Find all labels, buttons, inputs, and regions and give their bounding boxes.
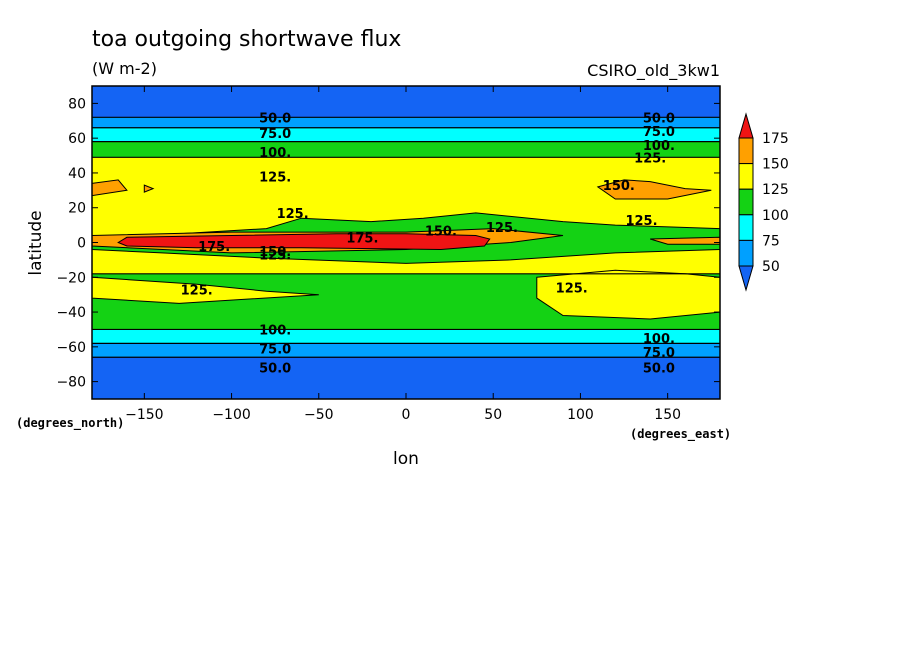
- contour-label-18: 125.: [556, 282, 588, 297]
- colorbar-extend-min: [738, 265, 754, 292]
- x-tick-label-3: 0: [402, 407, 411, 423]
- colorbar-swatch-2: [738, 188, 754, 216]
- x-tick-label-5: 100: [567, 407, 594, 423]
- flux-region-2: [536, 269, 720, 320]
- y-axis-label: latitude: [26, 210, 46, 275]
- contour-label-3: 75.0: [643, 125, 675, 140]
- model-label: CSIRO_old_3kw1: [587, 61, 720, 81]
- x-tick-label-0: −150: [125, 407, 163, 423]
- flux-band-1: [92, 117, 720, 128]
- contour-label-2: 75.0: [259, 127, 291, 142]
- y-tick-label-2: −40: [56, 305, 86, 321]
- flux-band-7: [92, 343, 720, 358]
- contour-label-7: 125.: [259, 170, 291, 185]
- y-tick-label-7: 60: [68, 131, 86, 147]
- axis-ticks: −150 −100 −50 0 50 100 150 −80 −60 −40 −20 0 20 40 60 8…: [56, 86, 720, 423]
- flux-band-2: [92, 127, 720, 142]
- y-tick-label-5: 20: [68, 201, 86, 217]
- contour-label-21: 75.0: [259, 343, 291, 358]
- contour-label-4: 100.: [259, 146, 291, 161]
- colorbar-swatch-4: [738, 239, 754, 267]
- y-tick-label-8: 80: [68, 96, 86, 112]
- contour-label-11: 125.: [486, 221, 518, 236]
- flux-region-8: [117, 233, 491, 251]
- contour-label-8: 150.: [603, 179, 635, 194]
- colorbar-label-2: 125: [762, 182, 789, 198]
- x-units: (degrees_east): [630, 427, 731, 442]
- contour-label-0: 50.0: [259, 111, 291, 126]
- colorbar-label-4: 75: [762, 233, 780, 249]
- flux-region-4: [143, 184, 155, 193]
- y-tick-label-0: −80: [56, 375, 86, 391]
- flux-region-3: [92, 179, 128, 197]
- contour-label-15: 150.: [259, 245, 291, 260]
- y-tick-label-4: 0: [77, 236, 86, 252]
- x-tick-label-2: −50: [304, 407, 334, 423]
- plot-area: [92, 86, 720, 399]
- chart-title: toa outgoing shortwave flux: [92, 27, 401, 52]
- contour-label-17: 125.: [181, 283, 213, 298]
- flux-region-1: [92, 276, 319, 304]
- contour-label-5: 100.: [643, 139, 675, 154]
- x-axis-label: lon: [393, 449, 419, 469]
- colorbar-label-3: 100: [762, 208, 789, 224]
- contour-label-22: 75.0: [643, 346, 675, 361]
- colorbar-swatch-3: [738, 214, 754, 241]
- contour-label-24: 50.0: [643, 362, 675, 377]
- contour-label-9: 125.: [277, 207, 309, 222]
- flux-band-3: [92, 141, 720, 158]
- y-units: (degrees_north): [16, 416, 124, 431]
- flux-region-5: [596, 179, 712, 200]
- flux-region-7: [650, 236, 720, 245]
- colorbar-label-5: 50: [762, 259, 780, 275]
- x-tick-label-1: −100: [212, 407, 250, 423]
- flux-band-6: [92, 329, 720, 344]
- contour-label-13: 175.: [346, 231, 378, 246]
- colorbar-label-1: 150: [762, 157, 789, 173]
- contour-label-1: 50.0: [643, 111, 675, 126]
- contour-label-6: 125.: [634, 151, 666, 166]
- chart-subtitle: (W m-2): [92, 59, 157, 78]
- contour-label-19: 100.: [259, 323, 291, 338]
- colorbar-extend-max: [738, 112, 754, 139]
- contour-label-12: 150.: [425, 224, 457, 239]
- colorbar-swatch-0: [738, 137, 754, 165]
- x-tick-label-6: 150: [654, 407, 681, 423]
- colorbar-label-0: 175: [762, 131, 789, 147]
- contour-label-16: 125.: [259, 249, 291, 264]
- flux-band-8: [92, 357, 720, 399]
- x-tick-label-4: 50: [484, 407, 502, 423]
- y-tick-label-6: 40: [68, 166, 86, 182]
- y-tick-label-1: −60: [56, 340, 86, 356]
- contour-label-23: 50.0: [259, 362, 291, 377]
- y-tick-label-3: −20: [56, 270, 86, 286]
- colorbar: 175 150 125 100 75 50: [738, 112, 789, 292]
- contour-label-10: 125.: [625, 214, 657, 229]
- colorbar-swatch-1: [738, 163, 754, 190]
- contour-label-14: 175.: [198, 240, 230, 255]
- contour-label-20: 100.: [643, 332, 675, 347]
